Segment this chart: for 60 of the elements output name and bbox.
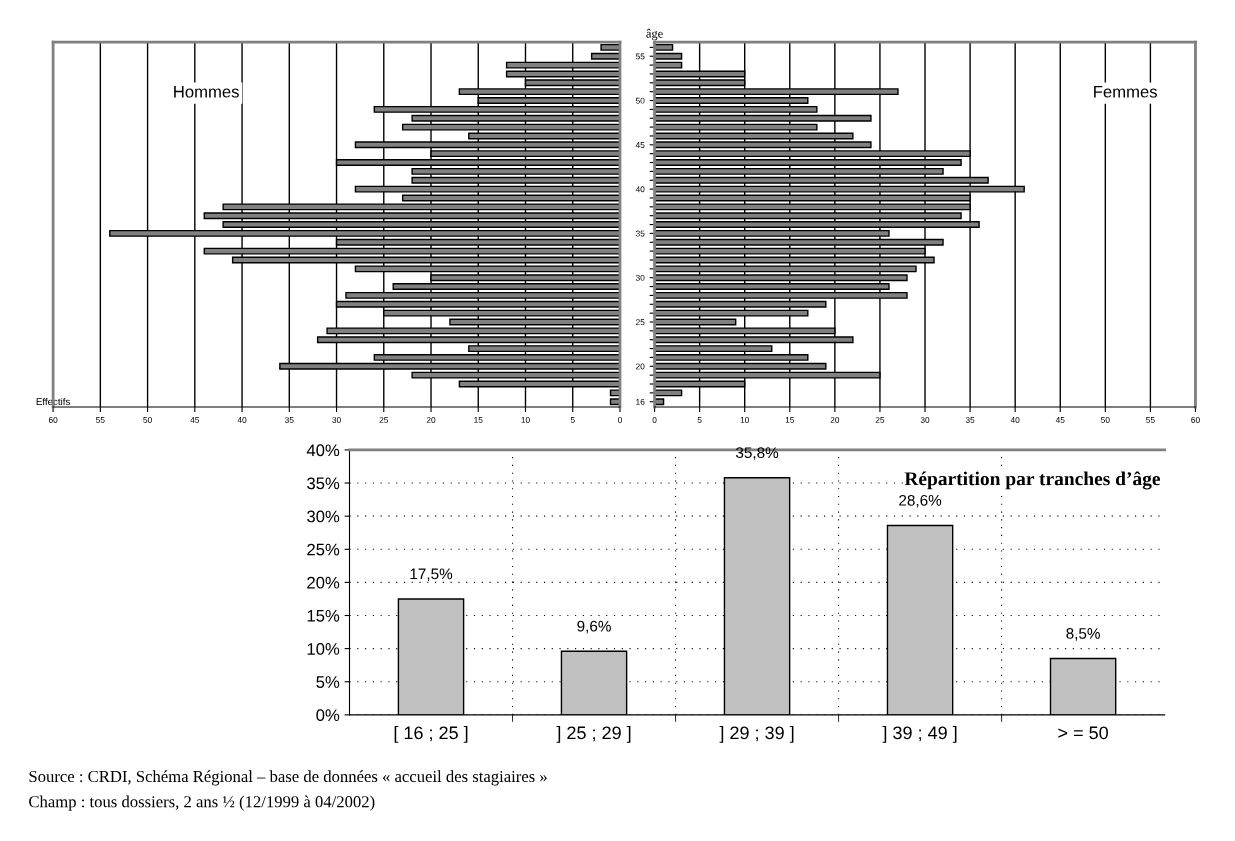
text: Répartition par tranches d’âge [904,471,1161,490]
x-tick-label: 35 [965,416,975,423]
x-tick-label: 45 [1055,417,1065,423]
y-tick-label: 15% [307,609,340,622]
x-tick-label: 5 [570,417,575,423]
data-label: 28,6% [899,494,942,508]
x-tick-label: 50 [143,416,152,423]
y-tick-label: 10% [307,643,340,655]
y-tick-label: 20 [635,363,645,370]
annotation: Femmes [1094,85,1157,98]
x-tick-label: 20 [426,416,436,423]
x-tick-label: 0 [617,416,622,423]
y-tick-label: 20% [307,576,340,589]
x-tick-label: 45 [190,417,200,423]
source-note: Source : CRDI, Schéma Régional – base de données « accueil des stagiaires » [29,770,547,786]
y-tick-label: 16 [636,398,645,405]
x-tick-label: 5 [697,417,702,423]
y-tick-label: 40% [306,444,340,457]
x-tick-label: 60 [48,416,58,423]
data-label: 35,8% [735,447,779,460]
x-tick-label: 15 [474,417,483,423]
x-tick-label: 10 [521,416,530,423]
x-tick-label: 60 [1191,416,1200,423]
data-label: 17,5% [410,568,453,582]
x-tick-label: 55 [1146,417,1155,423]
x-tick-label: 10 [740,416,750,423]
y-tick-label: 35 [635,230,645,237]
y-tick-label: 25 [635,319,645,326]
x-tick-label: 0 [652,416,657,423]
x-tick-label: 35 [284,416,294,423]
y-tick-label: 40 [635,186,645,193]
x-tick-label: > = 50 [1058,726,1108,740]
x-tick-label: 15 [785,417,795,423]
x-tick-label: 40 [1010,416,1020,423]
x-tick-label: 55 [96,417,105,423]
annotation: Hommes [174,85,239,98]
x-tick-label: ] 39 ; 49 ] [882,725,957,743]
y-tick-label: 55 [635,53,645,60]
y-tick-label: 0% [316,709,340,722]
y-tick-label: 30 [635,274,645,281]
y-tick-label: 35% [307,477,340,490]
text: Champ : tous dossiers, 2 ans ½ (12/1999 à 04/2002) [29,795,375,811]
data-label: 8,5% [1066,628,1100,641]
y-axis-title: âge [646,28,663,41]
x-tick-label: 25 [875,416,885,423]
y-tick-label: 50 [635,97,645,104]
x-tick-label: ] 25 ; 29 ] [556,725,631,743]
x-tick-label: [ 16 ; 25 ] [394,725,468,743]
y-tick-label: 25% [307,543,340,556]
data-label: 9,6% [577,620,611,634]
x-axis-title: Effectifs [36,397,70,406]
x-tick-label: 25 [379,416,389,423]
x-tick-label: 40 [237,416,247,423]
y-tick-label: 5% [316,676,340,688]
x-tick-label: ] 29 ; 39 ] [719,725,794,743]
y-tick-label: 45 [635,142,645,148]
y-tick-label: 30% [307,510,340,523]
x-tick-label: 50 [1101,416,1110,423]
x-tick-label: 20 [830,416,840,423]
x-tick-label: 30 [920,416,930,423]
